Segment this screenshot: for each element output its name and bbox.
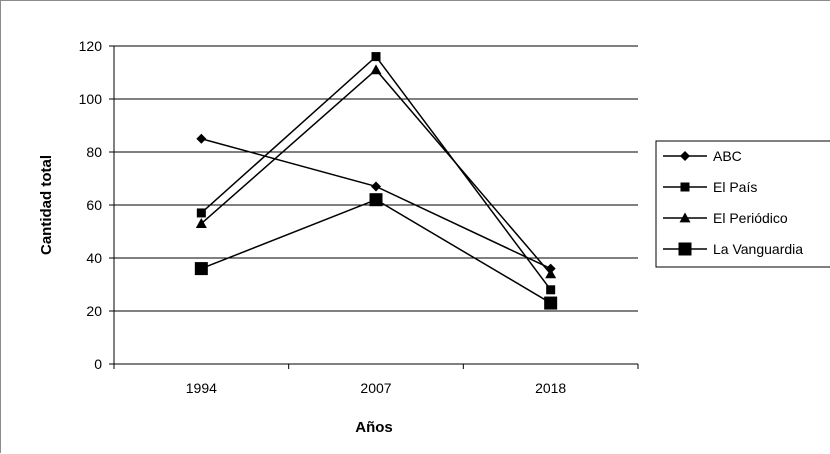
- legend-entry: La Vanguardia: [663, 241, 803, 257]
- legend-marker: [680, 182, 690, 192]
- data-point: [369, 193, 383, 207]
- data-point: [371, 52, 381, 62]
- y-tick-labels: 0 20 40 60 80 100 120: [79, 38, 103, 372]
- legend-entry: ABC: [663, 148, 742, 164]
- legend-items: ABC El País El Periódico La Vanguardia: [663, 148, 803, 257]
- legend: ABC El País El Periódico La Vanguardia: [655, 140, 830, 268]
- legend-label: El Periódico: [713, 210, 788, 226]
- y-tick-label: 80: [86, 144, 102, 160]
- y-tick-label: 20: [86, 303, 102, 319]
- x-tick-label: 1994: [186, 380, 217, 396]
- y-tick-label: 120: [79, 38, 103, 54]
- data-point: [196, 208, 206, 218]
- legend-label: El País: [713, 179, 757, 195]
- legend-label: ABC: [713, 148, 742, 164]
- data-point: [196, 133, 207, 144]
- legend-marker: [678, 242, 692, 256]
- y-axis-title: Cantidad total: [38, 155, 55, 255]
- data-point: [546, 285, 556, 295]
- x-axis-title: Años: [355, 419, 393, 436]
- x-tick-label: 2007: [360, 380, 391, 396]
- y-tick-label: 0: [94, 356, 102, 372]
- y-tick-label: 60: [86, 197, 102, 213]
- legend-marker: [680, 151, 690, 161]
- x-tick-labels: 1994 2007 2018: [186, 380, 567, 396]
- data-point: [544, 296, 558, 310]
- data-point: [194, 262, 208, 276]
- data-point: [371, 181, 381, 192]
- legend-entry: El País: [663, 179, 757, 195]
- data-point: [195, 218, 207, 228]
- y-tick-label: 40: [86, 250, 102, 266]
- legend-label: La Vanguardia: [713, 241, 803, 257]
- series-markers: [194, 52, 558, 310]
- data-point: [370, 64, 382, 75]
- y-tick-label: 100: [79, 91, 103, 107]
- legend-marker: [679, 212, 691, 223]
- x-tick-label: 2018: [535, 380, 566, 396]
- legend-entry: El Periódico: [663, 210, 788, 226]
- data-point: [545, 268, 557, 279]
- axes: [109, 45, 639, 369]
